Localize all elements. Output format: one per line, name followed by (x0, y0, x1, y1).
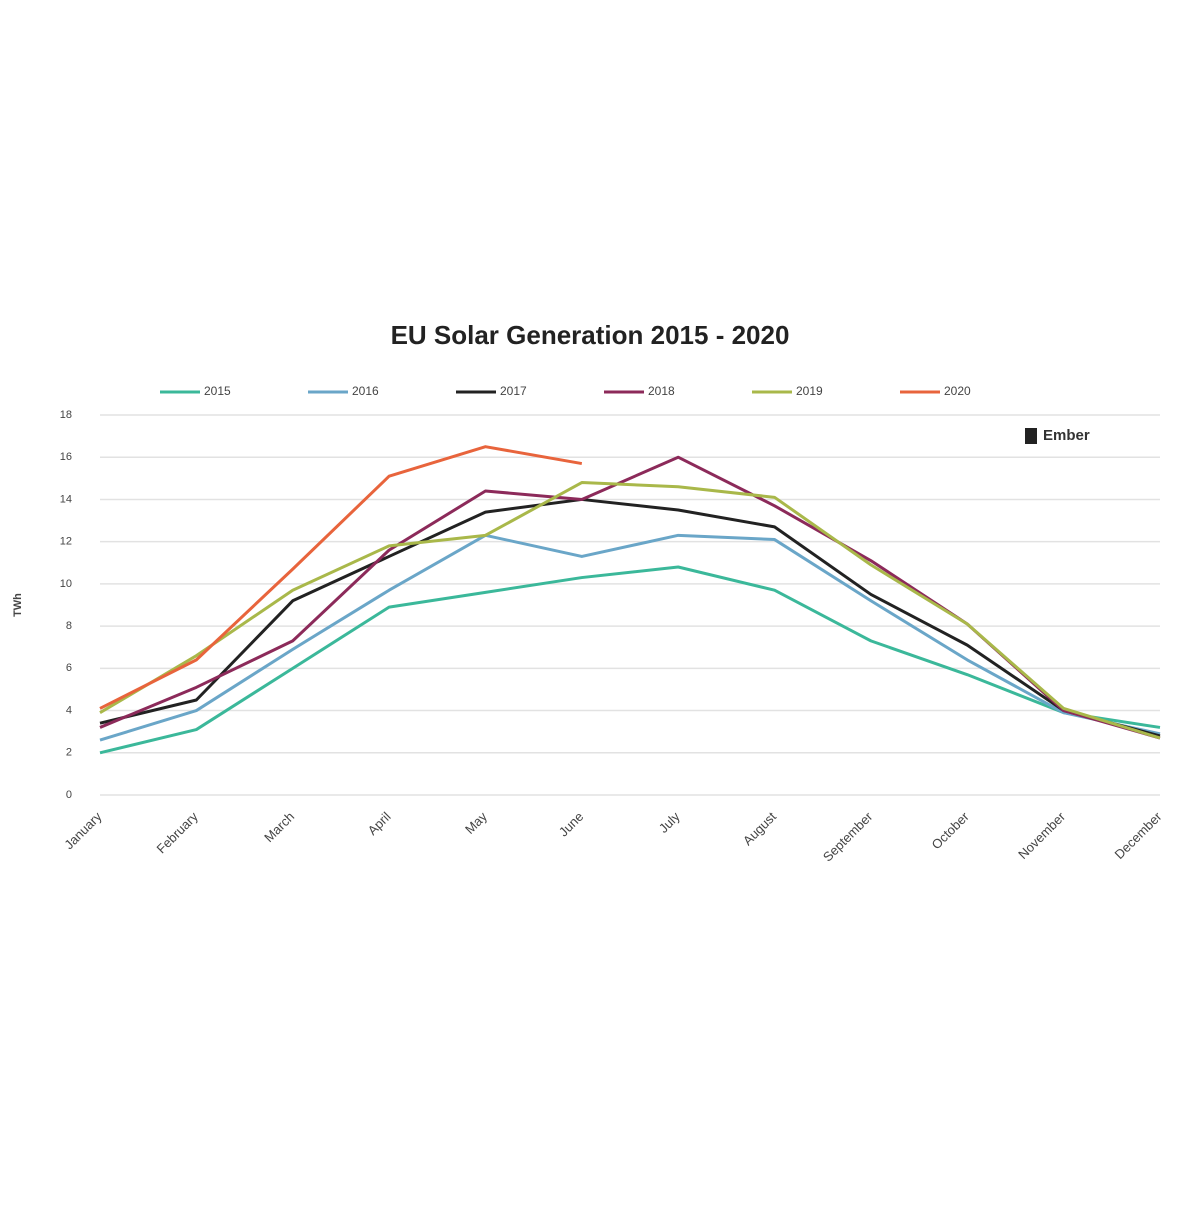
y-tick-label: 18 (60, 409, 72, 421)
x-tick-label: July (656, 809, 683, 836)
x-tick-label: October (929, 808, 973, 852)
y-tick-label: 0 (66, 789, 72, 801)
y-tick-label: 6 (66, 662, 72, 674)
watermark: Ember (1043, 427, 1090, 444)
y-axis-label: TWh (12, 593, 24, 617)
x-tick-label: January (61, 809, 105, 853)
series-line (99, 481, 1161, 740)
chart-title: EU Solar Generation 2015 - 2020 (391, 320, 790, 350)
legend-label: 2019 (796, 384, 823, 398)
legend-label: 2018 (648, 384, 675, 398)
y-tick-label: 10 (60, 578, 72, 590)
legend-label: 2020 (944, 384, 971, 398)
x-tick-label: June (556, 809, 587, 840)
series-line (99, 565, 1161, 755)
x-tick-label: May (462, 809, 490, 837)
x-tick-label: December (1112, 808, 1165, 861)
series-line (99, 533, 1161, 742)
series-line (99, 497, 1161, 738)
x-tick-label: November (1015, 808, 1068, 861)
logo-icon (1025, 428, 1037, 444)
y-tick-label: 16 (60, 451, 72, 463)
x-tick-label: February (154, 809, 202, 857)
y-tick-label: 12 (60, 536, 72, 548)
y-tick-label: 14 (60, 493, 72, 505)
y-tick-label: 8 (66, 620, 72, 632)
x-tick-label: August (740, 809, 779, 848)
y-tick-label: 2 (66, 747, 72, 759)
series-line (99, 445, 583, 710)
y-tick-label: 4 (66, 704, 72, 716)
x-tick-label: April (365, 809, 394, 838)
legend-label: 2015 (204, 384, 231, 398)
legend-label: 2016 (352, 384, 379, 398)
legend-label: 2017 (500, 384, 527, 398)
x-tick-label: March (261, 809, 297, 845)
x-tick-label: September (820, 808, 876, 864)
